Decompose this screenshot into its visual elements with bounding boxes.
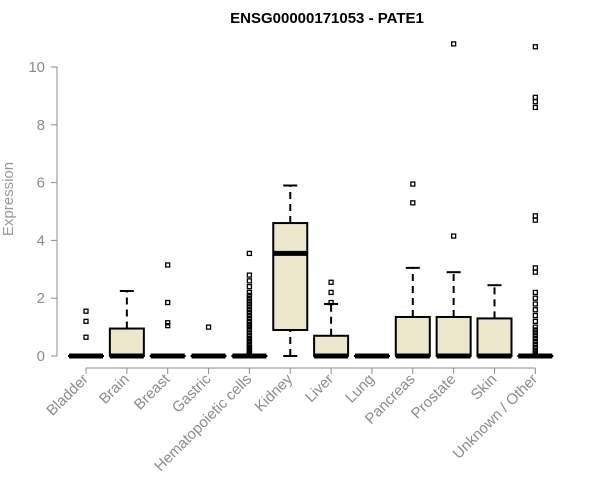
y-axis: 0 2 4 6 8 10 <box>28 59 58 365</box>
outlier-point <box>532 341 538 348</box>
box-iqr <box>313 334 350 357</box>
box-iqr <box>394 315 431 357</box>
outlier-point <box>246 272 253 278</box>
box-prostate <box>435 41 472 359</box>
outlier-point <box>532 347 538 353</box>
outlier-point <box>532 333 538 339</box>
y-tick-label: 6 <box>37 175 45 192</box>
box-bladder <box>68 308 104 359</box>
outlier-point <box>410 181 416 187</box>
y-tick-label: 4 <box>37 232 45 249</box>
outlier-point <box>532 104 538 111</box>
outlier-point <box>450 233 457 239</box>
x-tick-label: Kidney <box>252 370 297 415</box>
outlier-point <box>246 304 253 310</box>
outlier-point <box>532 307 538 313</box>
box-iqr <box>108 327 145 358</box>
box-brain <box>108 289 145 359</box>
outlier-point <box>532 94 538 100</box>
outlier-point <box>246 333 253 339</box>
x-tick-label: Breast <box>131 370 174 413</box>
outlier-point <box>532 269 538 275</box>
box-gastric <box>190 324 227 359</box>
outlier-point <box>165 320 171 326</box>
outlier-point <box>83 318 89 324</box>
outlier-point <box>532 318 538 324</box>
outlier-point <box>532 301 538 307</box>
y-tick-label: 0 <box>37 348 45 365</box>
outlier-point <box>246 321 253 327</box>
outlier-point <box>532 99 538 105</box>
box-breast <box>149 262 186 359</box>
y-axis-label: Expression <box>0 162 17 236</box>
outlier-point <box>205 324 212 330</box>
outlier-point <box>246 292 253 298</box>
outlier-point <box>246 330 253 336</box>
outlier-point <box>246 309 253 316</box>
box-iqr <box>272 222 309 331</box>
outlier-point <box>83 308 89 314</box>
outlier-point <box>532 324 538 330</box>
outlier-point <box>532 327 538 333</box>
outlier-point <box>246 312 253 319</box>
x-tick-label: Lung <box>342 371 378 407</box>
box-hematopoietic-cells <box>231 250 268 359</box>
y-tick-label: 8 <box>37 117 45 134</box>
outlier-point <box>328 279 334 285</box>
outlier-point <box>532 265 538 271</box>
box-iqr <box>435 315 472 357</box>
outlier-point <box>246 336 253 342</box>
outlier-point <box>165 299 171 306</box>
outlier-point <box>246 289 253 296</box>
x-tick-label: Liver <box>302 371 337 406</box>
outlier-point <box>532 330 538 336</box>
outlier-point <box>450 41 457 47</box>
outlier-point <box>532 213 538 219</box>
outlier-point <box>165 262 171 268</box>
outlier-point <box>532 312 538 319</box>
outlier-point <box>246 301 253 307</box>
outlier-point <box>532 44 538 50</box>
x-tick-label: Bladder <box>43 371 92 420</box>
box-pancreas <box>394 181 431 359</box>
y-tick-label: 2 <box>37 290 45 307</box>
outlier-point <box>328 299 334 306</box>
x-tick-label: Prostate <box>408 371 460 423</box>
y-tick-label: 10 <box>28 59 45 76</box>
outlier-point <box>246 295 253 301</box>
box-kidney <box>272 184 309 357</box>
outlier-point <box>165 323 171 329</box>
outlier-point <box>532 336 538 342</box>
outlier-point <box>532 295 538 301</box>
outlier-point <box>83 334 89 340</box>
outlier-point <box>410 200 416 206</box>
outlier-point <box>532 344 538 350</box>
box-liver <box>313 279 350 359</box>
box-skin <box>476 284 513 359</box>
outlier-point <box>246 315 253 322</box>
outlier-point <box>532 217 538 223</box>
outlier-point <box>246 283 253 290</box>
box-unknown-other <box>517 44 554 359</box>
outlier-point <box>532 338 538 345</box>
outlier-point <box>246 318 253 324</box>
outlier-point <box>246 298 253 304</box>
outlier-point <box>246 278 253 284</box>
outlier-point <box>328 289 334 296</box>
box-series <box>68 41 554 359</box>
outlier-point <box>246 250 253 257</box>
x-tick-label: Skin <box>468 371 501 404</box>
box-iqr <box>476 317 513 357</box>
outlier-point <box>532 289 538 296</box>
chart-title: ENSG00000171053 - PATE1 <box>230 10 424 27</box>
x-tick-label: Brain <box>96 371 133 408</box>
outlier-point <box>246 307 253 313</box>
